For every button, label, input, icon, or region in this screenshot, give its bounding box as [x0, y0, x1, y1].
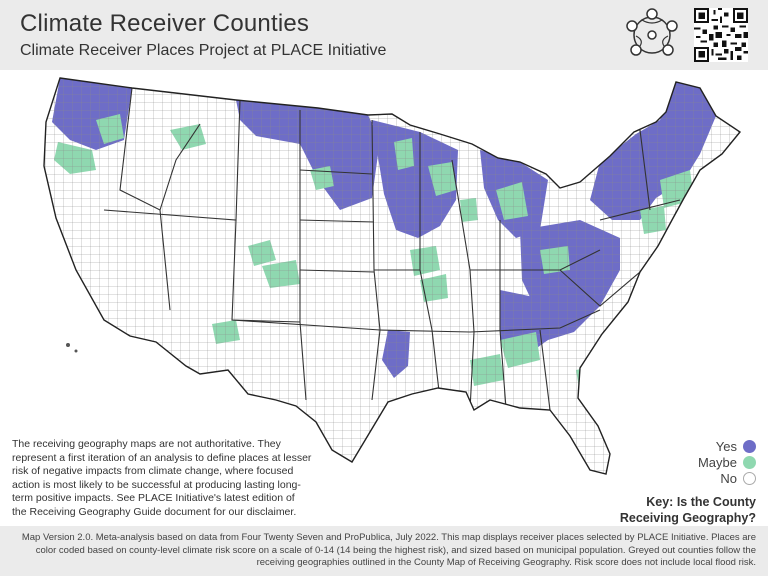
- legend-label-no: No: [720, 470, 737, 486]
- page-subtitle: Climate Receiver Places Project at PLACE…: [20, 42, 387, 59]
- state-borders: [103, 87, 681, 411]
- map-legend: Yes Maybe No Key: Is the County Receivin…: [526, 438, 756, 526]
- us-county-map: [43, 77, 741, 475]
- legend-swatch-maybe: [743, 455, 756, 469]
- page-title: Climate Receiver Counties: [20, 10, 310, 37]
- legend-title: Key: Is the County Receiving Geography?: [526, 494, 756, 526]
- legend-title-line-2: Receiving Geography?: [619, 511, 756, 525]
- footer-note: Map Version 2.0. Meta-analysis based on …: [21, 532, 756, 568]
- legend-item-maybe: Maybe: [526, 454, 756, 470]
- islands: [66, 343, 78, 353]
- legend-item-yes: Yes: [526, 438, 756, 454]
- legend-swatch-no: [743, 471, 756, 485]
- legend-swatch-yes: [743, 439, 756, 453]
- place-initiative-logo-icon: [626, 8, 678, 56]
- legend-label-yes: Yes: [715, 438, 737, 454]
- legend-title-line-1: Key: Is the County: [646, 495, 756, 509]
- legend-label-maybe: Maybe: [697, 454, 737, 470]
- qr-code-icon: [694, 8, 748, 62]
- disclaimer-text: The receiving geography maps are not aut…: [12, 438, 312, 518]
- header-banner: Climate Receiver Counties Climate Receiv…: [0, 0, 768, 70]
- footer-banner: Map Version 2.0. Meta-analysis based on …: [0, 526, 768, 576]
- legend-item-no: No: [526, 470, 756, 486]
